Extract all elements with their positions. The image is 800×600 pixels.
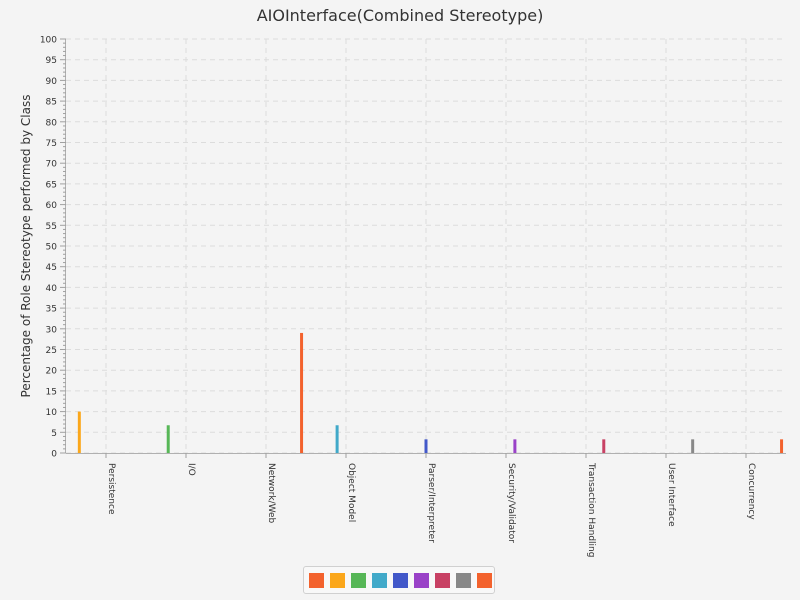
y-tick-label: 50 — [46, 243, 58, 253]
y-tick-label: 40 — [46, 284, 58, 294]
x-tick-label: Object Model — [346, 463, 356, 522]
legend-swatch — [351, 573, 366, 588]
bar — [780, 439, 784, 453]
y-tick-label: 20 — [46, 367, 58, 377]
bar — [77, 411, 81, 453]
y-tick-label: 0 — [51, 450, 57, 460]
legend-swatch — [435, 573, 450, 588]
y-tick-label: 15 — [46, 387, 57, 397]
y-tick-label: 80 — [46, 118, 58, 128]
x-tick-label: Transaction Handling — [586, 462, 596, 557]
legend-swatch — [393, 573, 408, 588]
y-tick-label: 45 — [46, 263, 57, 273]
legend — [303, 566, 495, 594]
chart-title: AIOInterface(Combined Stereotype) — [256, 6, 544, 25]
y-tick-label: 100 — [40, 36, 57, 46]
x-tick-label: Parser/Interpreter — [426, 463, 436, 543]
y-tick-label: 70 — [46, 160, 58, 170]
y-tick-label: 60 — [46, 201, 58, 211]
bar — [424, 439, 428, 453]
legend-swatch — [456, 573, 471, 588]
x-tick-label: Persistence — [106, 463, 116, 515]
x-tick-label: I/O — [186, 463, 196, 476]
bar — [300, 332, 304, 453]
x-tick-label: Security/Validator — [506, 463, 516, 543]
legend-swatch — [372, 573, 387, 588]
y-tick-label: 75 — [46, 139, 57, 149]
bar — [166, 425, 170, 453]
bar — [513, 439, 517, 453]
y-tick-label: 5 — [51, 429, 57, 439]
x-tick-label: Concurrency — [746, 463, 756, 520]
y-tick-label: 65 — [46, 180, 57, 190]
bar — [602, 439, 606, 453]
y-tick-label: 95 — [46, 56, 57, 66]
y-tick-label: 35 — [46, 305, 57, 315]
y-axis-title: Percentage of Role Stereotype performed … — [19, 95, 33, 398]
bar — [335, 425, 339, 453]
legend-swatch — [330, 573, 345, 588]
y-tick-label: 85 — [46, 98, 57, 108]
legend-swatch — [477, 573, 492, 588]
x-tick-label: User Interface — [666, 463, 676, 527]
x-tick-label: Network/Web — [266, 463, 276, 524]
y-tick-label: 90 — [46, 77, 58, 87]
bar — [691, 439, 695, 453]
y-tick-label: 30 — [46, 325, 58, 335]
y-tick-label: 55 — [46, 222, 57, 232]
y-tick-label: 10 — [46, 408, 58, 418]
legend-swatch — [309, 573, 324, 588]
y-tick-label: 25 — [46, 346, 57, 356]
legend-swatch — [414, 573, 429, 588]
